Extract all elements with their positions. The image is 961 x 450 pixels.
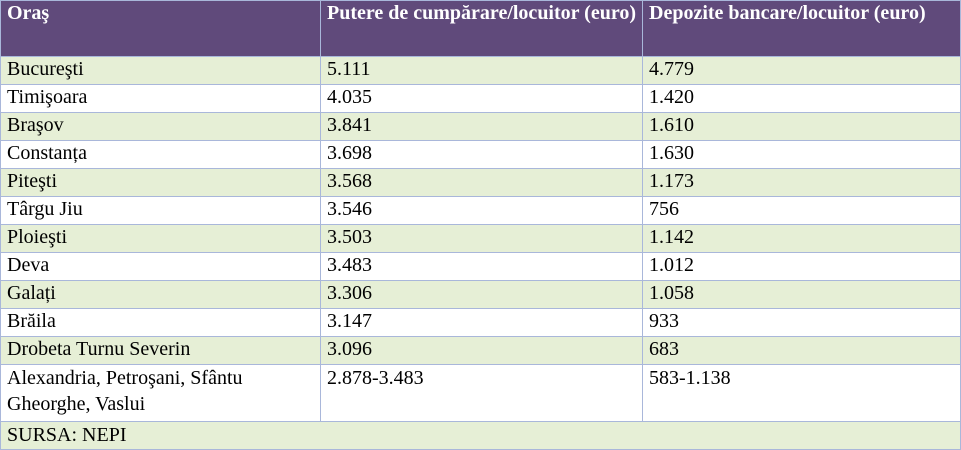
cell-bank-deposits: 1.058 [642,280,961,309]
cell-purchasing-power: 2.878-3.483 [320,364,643,422]
cell-purchasing-power: 3.147 [320,308,643,337]
cell-purchasing-power: 3.096 [320,336,643,365]
cell-bank-deposits: 756 [642,196,961,225]
header-row: Oraş Putere de cumpărare/locuitor (euro)… [0,0,961,57]
cell-purchasing-power: 3.841 [320,112,643,141]
cell-purchasing-power: 3.306 [320,280,643,309]
cell-city: Ploieşti [0,224,321,253]
cell-city: Drobeta Turnu Severin [0,336,321,365]
cell-bank-deposits: 1.173 [642,168,961,197]
cell-bank-deposits: 583-1.138 [642,364,961,422]
table-header: Oraş Putere de cumpărare/locuitor (euro)… [0,0,961,57]
cell-city: Braşov [0,112,321,141]
cell-purchasing-power: 4.035 [320,84,643,113]
source-row: SURSA: NEPI [0,421,961,450]
cell-purchasing-power: 3.503 [320,224,643,253]
table-body: Bucureşti 5.111 4.779 Timişoara 4.035 1.… [0,56,961,450]
cell-bank-deposits: 1.012 [642,252,961,281]
cell-city: Deva [0,252,321,281]
table-row: Târgu Jiu 3.546 756 [0,196,961,225]
table-row: Drobeta Turnu Severin 3.096 683 [0,336,961,365]
table-row: Galați 3.306 1.058 [0,280,961,309]
header-purchasing-power: Putere de cumpărare/locuitor (euro) [320,0,643,57]
cell-city: Constanța [0,140,321,169]
source-note: SURSA: NEPI [0,421,961,450]
table-row: Ploieşti 3.503 1.142 [0,224,961,253]
table-row: Deva 3.483 1.012 [0,252,961,281]
header-bank-deposits: Depozite bancare/locuitor (euro) [642,0,961,57]
cell-city: Galați [0,280,321,309]
cell-purchasing-power: 3.483 [320,252,643,281]
cell-bank-deposits: 4.779 [642,56,961,85]
table-row: Constanța 3.698 1.630 [0,140,961,169]
cell-bank-deposits: 933 [642,308,961,337]
table-row: Brăila 3.147 933 [0,308,961,337]
cell-bank-deposits: 1.420 [642,84,961,113]
cell-city: Piteşti [0,168,321,197]
cell-purchasing-power: 3.546 [320,196,643,225]
table-row: Braşov 3.841 1.610 [0,112,961,141]
cell-bank-deposits: 1.142 [642,224,961,253]
cell-city: Alexandria, Petroşani, Sfântu Gheorghe, … [0,364,321,422]
cell-city: Bucureşti [0,56,321,85]
table-row: Piteşti 3.568 1.173 [0,168,961,197]
cell-city: Timişoara [0,84,321,113]
table-row: Timişoara 4.035 1.420 [0,84,961,113]
cell-bank-deposits: 683 [642,336,961,365]
cell-purchasing-power: 3.698 [320,140,643,169]
cell-bank-deposits: 1.630 [642,140,961,169]
cell-bank-deposits: 1.610 [642,112,961,141]
cell-city: Târgu Jiu [0,196,321,225]
cell-purchasing-power: 3.568 [320,168,643,197]
table-row: Alexandria, Petroşani, Sfântu Gheorghe, … [0,364,961,422]
cell-purchasing-power: 5.111 [320,56,643,85]
table-row: Bucureşti 5.111 4.779 [0,56,961,85]
header-city: Oraş [0,0,321,57]
cell-city: Brăila [0,308,321,337]
